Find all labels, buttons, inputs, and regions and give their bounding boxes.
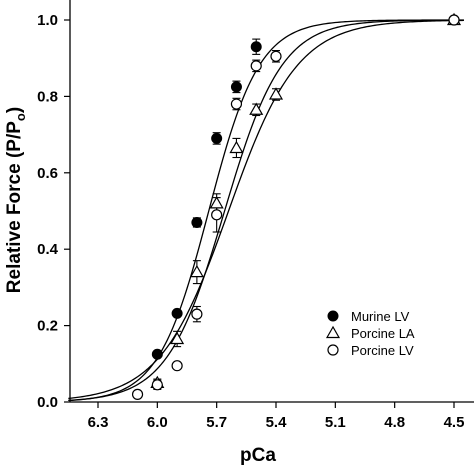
legend-marker [325,325,341,339]
y-axis-title: Relative Force (P/Po) [4,107,28,293]
fit-curve [68,19,464,402]
murine-lv-point [230,81,242,93]
porcine-lv-point [211,209,223,221]
legend-label: Porcine LA [351,326,415,341]
y-tick-label: 0.0 [37,394,58,411]
legend-marker [327,310,339,322]
porcine-lv-point [250,60,262,72]
porcine-la-point [209,196,224,209]
x-tick-label: 4.8 [384,414,405,431]
legend: Murine LV Porcine LA Porcine LV [325,309,415,358]
x-tick-label: 5.4 [266,414,288,431]
plot-area [69,0,474,403]
murine-lv-point [151,348,163,360]
legend-marker [327,344,339,356]
legend-label: Porcine LV [351,343,414,358]
fit-curve [68,19,464,400]
legend-label: Murine LV [351,309,410,324]
y-ticks: 0.0 0.2 0.4 0.6 0.8 1.0 [37,12,70,411]
porcine-lv-point [131,388,144,400]
y-tick-label: 0.8 [37,88,58,105]
porcine-la-point [170,331,185,345]
x-tick-label: 6.3 [88,414,109,431]
data-markers [131,12,462,400]
porcine-la-point [268,87,284,100]
porcine-lv-point [448,14,460,26]
murine-lv-point [171,307,183,319]
porcine-lv-point [270,50,282,62]
y-axis-title-main: Relative Force (P/P [4,121,25,293]
porcine-lv-point [151,379,163,391]
x-tick-label: 4.5 [444,414,465,431]
murine-lv-point [250,41,262,53]
x-ticks: 6.3 6.0 5.7 5.4 5.1 4.8 4.5 [88,402,465,431]
y-axis-title-subscript: o [13,113,28,121]
y-tick-label: 0.2 [37,318,58,335]
fit-curves [68,19,464,402]
x-axis-title: pCa [240,445,276,466]
murine-lv-point [211,132,223,144]
y-tick-label: 1.0 [37,12,58,29]
porcine-la-point [229,140,244,154]
y-tick-label: 0.6 [37,165,58,182]
x-tick-label: 5.1 [325,414,346,431]
murine-lv-point [191,216,203,228]
porcine-lv-point [230,98,243,110]
y-axis-title-end: ) [4,107,25,113]
porcine-la-point [249,102,264,115]
x-tick-label: 5.7 [206,414,227,431]
porcine-lv-point [191,308,203,320]
fit-curve [68,19,464,402]
x-tick-label: 6.0 [147,414,168,431]
y-tick-label: 0.4 [37,241,59,258]
porcine-lv-point [171,360,183,372]
porcine-la-point [189,264,204,278]
